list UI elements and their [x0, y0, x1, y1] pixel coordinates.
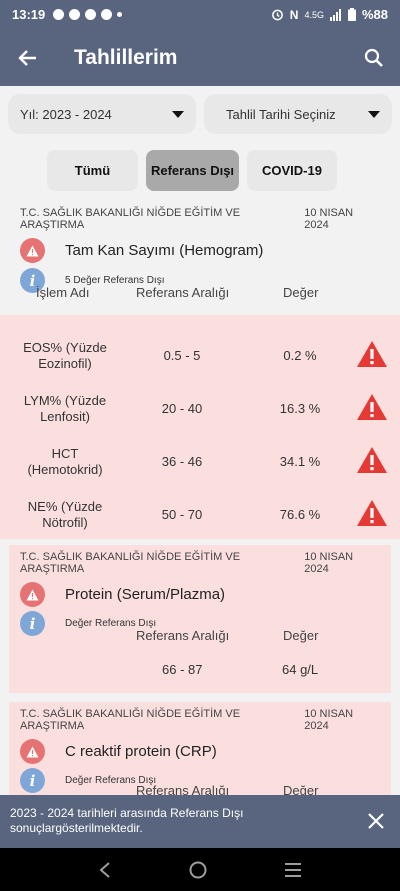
info-icon: i [20, 768, 45, 793]
alert-icon [357, 500, 387, 526]
column-range: Referans Aralığı [136, 783, 230, 798]
row-value: 16.3 % [279, 401, 321, 416]
battery-icon [347, 8, 356, 21]
notification-icon [53, 9, 65, 20]
test-name: C reaktif protein (CRP) [65, 743, 217, 760]
table-row[interactable]: HCT (Hemotokrid) 36 - 46 34.1 % [0, 446, 400, 499]
snackbar: 2023 - 2024 tarihleri arasında Referans … [0, 795, 400, 848]
filter-bar: Yıl: 2023 - 2024 Tahlil Tarihi Seçiniz [8, 94, 392, 134]
hospital-name: T.C. SAĞLIK BAKANLIĞI NİĞDE EĞİTİM VE AR… [20, 551, 241, 575]
column-value: Değer [283, 285, 319, 300]
result-header: T.C. SAĞLIK BAKANLIĞI NİĞDE EĞİTİM VE AR… [20, 551, 380, 575]
dropdown-caret-icon [368, 110, 380, 118]
column-value: Değer [283, 783, 319, 798]
nav-back-icon[interactable] [97, 861, 113, 879]
message-icon [69, 9, 81, 20]
more-notifications-icon [117, 12, 123, 17]
signal-icon [329, 8, 341, 21]
search-button[interactable] [348, 29, 400, 86]
warning-icon [20, 582, 45, 607]
status-bar: 13:19 N 4.5G %88 [0, 0, 400, 29]
result-date: 10 NISAN 2024 [304, 207, 354, 231]
notification-icons [53, 9, 123, 20]
snackbar-close-button[interactable] [366, 811, 386, 831]
result-header: T.C. SAĞLIK BAKANLIĞI NİĞDE EĞİTİM VE AR… [20, 207, 380, 231]
alarm-icon [271, 9, 283, 21]
column-value: Değer [283, 628, 319, 643]
app-bar: Tahlillerim [0, 29, 400, 86]
row-range: 0.5 - 5 [163, 348, 201, 363]
tab-covid[interactable]: COVID-19 [247, 150, 337, 191]
status-time: 13:19 [12, 7, 46, 22]
battery-level: %88 [361, 7, 388, 22]
close-icon [368, 813, 384, 829]
row-name: LYM% (Yüzde Lenfosit) [23, 393, 107, 424]
nav-home-icon[interactable] [188, 860, 208, 880]
year-select-value: Yıl: 2023 - 2024 [20, 106, 112, 122]
alert-icon [357, 447, 387, 473]
result-card-crp[interactable]: T.C. SAĞLIK BAKANLIĞI NİĞDE EĞİTİM VE AR… [9, 702, 391, 802]
out-of-range-info: Değer Referans Dışı [65, 775, 157, 786]
year-select[interactable]: Yıl: 2023 - 2024 [8, 94, 196, 134]
row-value: 0.2 % [283, 348, 317, 363]
info-icon: i [20, 611, 45, 636]
dropdown-caret-icon [172, 110, 184, 118]
row-range: 66 - 87 [162, 662, 203, 677]
column-range: Referans Aralığı [136, 285, 230, 300]
warning-icon [20, 238, 45, 263]
row-value: 34.1 % [279, 454, 321, 469]
row-name: EOS% (Yüzde Eozinofil) [23, 340, 107, 371]
back-button[interactable] [0, 29, 56, 86]
result-card-protein[interactable]: T.C. SAĞLIK BAKANLIĞI NİĞDE EĞİTİM VE AR… [9, 545, 391, 693]
row-range: 20 - 40 [161, 401, 203, 416]
table-row[interactable]: LYM% (Yüzde Lenfosit) 20 - 40 16.3 % [0, 393, 400, 446]
tab-bar: Tümü Referans Dışı COVID-19 [47, 150, 337, 191]
column-range: Referans Aralığı [136, 628, 230, 643]
search-icon [364, 48, 383, 67]
row-range: 36 - 46 [161, 454, 203, 469]
column-name: İşlem Adı [36, 285, 90, 300]
row-name: NE% (Yüzde Nötrofil) [27, 499, 103, 530]
arrow-left-icon [18, 49, 36, 66]
row-name: HCT (Hemotokrid) [27, 446, 103, 477]
info-icon: i [20, 268, 45, 293]
tab-out-of-range[interactable]: Referans Dışı [146, 150, 239, 191]
page-title: Tahlillerim [74, 45, 178, 69]
snackbar-message: 2023 - 2024 tarihleri arasında Referans … [10, 806, 244, 835]
out-of-range-info: Değer Referans Dışı [65, 618, 157, 629]
network-type: 4.5G [304, 9, 324, 20]
notification-icon [85, 9, 97, 20]
hospital-name: T.C. SAĞLIK BAKANLIĞI NİĞDE EĞİTİM VE AR… [20, 708, 241, 732]
pinterest-icon [101, 9, 113, 20]
out-of-range-info: 5 Değer Referans Dışı [65, 275, 165, 286]
nav-menu-icon[interactable] [283, 862, 303, 878]
system-nav-bar [0, 848, 400, 891]
test-name: Protein (Serum/Plazma) [65, 586, 226, 603]
table-header: İşlem Adı Referans Aralığı Değer [0, 285, 400, 301]
date-select-value: Tahlil Tarihi Seçiniz [226, 106, 336, 122]
test-name: Tam Kan Sayımı (Hemogram) [65, 242, 264, 259]
date-select[interactable]: Tahlil Tarihi Seçiniz [204, 94, 392, 134]
row-value: 64 g/L [282, 662, 319, 677]
nfc-icon: N [289, 7, 299, 22]
alert-icon [357, 341, 387, 367]
system-icons: N 4.5G %88 [271, 7, 388, 22]
row-value: 76.6 % [279, 507, 321, 522]
alert-icon [357, 394, 387, 420]
result-date: 10 NISAN 2024 [304, 708, 354, 732]
result-table: EOS% (Yüzde Eozinofil) 0.5 - 5 0.2 % LYM… [0, 315, 400, 539]
result-header: T.C. SAĞLIK BAKANLIĞI NİĞDE EĞİTİM VE AR… [20, 708, 380, 732]
result-date: 10 NISAN 2024 [304, 551, 354, 575]
hospital-name: T.C. SAĞLIK BAKANLIĞI NİĞDE EĞİTİM VE AR… [20, 207, 241, 231]
row-range: 50 - 70 [161, 507, 203, 522]
table-row[interactable]: EOS% (Yüzde Eozinofil) 0.5 - 5 0.2 % [0, 340, 400, 393]
tab-all[interactable]: Tümü [47, 150, 138, 191]
table-row[interactable]: NE% (Yüzde Nötrofil) 50 - 70 76.6 % [0, 499, 400, 539]
warning-icon [20, 739, 45, 764]
result-card-hemogram[interactable]: T.C. SAĞLIK BAKANLIĞI NİĞDE EĞİTİM VE AR… [0, 207, 400, 293]
